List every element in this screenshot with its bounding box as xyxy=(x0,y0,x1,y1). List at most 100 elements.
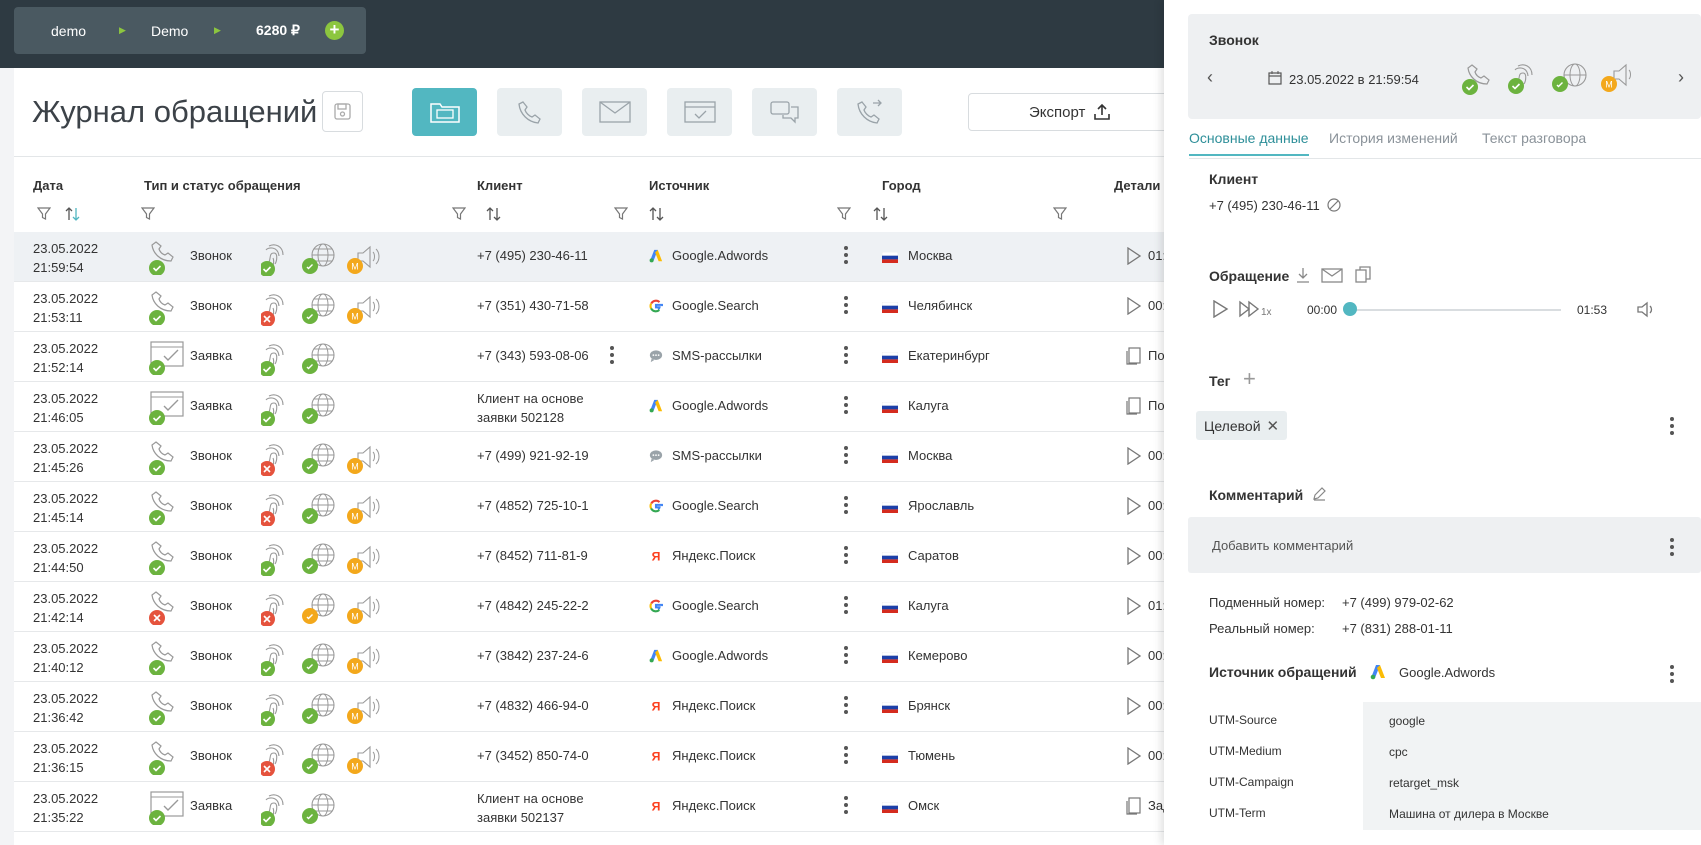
row-city: Калуга xyxy=(908,598,949,613)
play-icon[interactable] xyxy=(1211,300,1229,318)
prev-icon[interactable]: ‹ xyxy=(1207,67,1213,87)
filter-icon[interactable] xyxy=(37,207,51,221)
source-more-icon[interactable] xyxy=(844,596,848,617)
filter-icon[interactable] xyxy=(837,207,851,221)
tab-transcript[interactable]: Текст разговора xyxy=(1482,130,1587,146)
source-more-icon[interactable] xyxy=(844,246,848,267)
play-icon[interactable] xyxy=(1126,247,1142,265)
sort-icon[interactable] xyxy=(65,206,81,222)
play-icon[interactable] xyxy=(1126,447,1142,465)
source-more-icon[interactable] xyxy=(844,346,848,367)
table-row[interactable]: 23.05.2022 21:59:54 Звонок M +7 (495) 230… xyxy=(14,232,1173,282)
adwords-icon xyxy=(649,249,663,263)
play-icon[interactable] xyxy=(1126,497,1142,515)
panel-datetime: 23.05.2022 в 21:59:54 xyxy=(1289,72,1419,87)
play-icon[interactable] xyxy=(1126,647,1142,665)
document-icon[interactable] xyxy=(1126,347,1142,365)
sort-icon[interactable] xyxy=(649,206,665,222)
row-type: Звонок xyxy=(190,248,232,263)
table-row[interactable]: 23.05.2022 21:40:12 Звонок M +7 (3842) 23… xyxy=(14,632,1173,682)
mail-icon[interactable] xyxy=(1321,268,1343,283)
fingerprint-icon xyxy=(259,694,284,727)
more-icon[interactable] xyxy=(1670,417,1674,438)
tag-chip: Целевой ✕ xyxy=(1196,411,1288,440)
main-content xyxy=(14,68,1164,845)
close-icon[interactable]: ✕ xyxy=(1266,417,1280,435)
row-city: Екатеринбург xyxy=(908,348,990,363)
source-more-icon[interactable] xyxy=(844,396,848,417)
table-row[interactable]: 23.05.2022 21:45:26 Звонок M +7 (499) 921… xyxy=(14,432,1173,482)
sort-icon[interactable] xyxy=(873,206,889,222)
table-row[interactable]: 23.05.2022 21:45:14 Звонок M +7 (4852) 72… xyxy=(14,482,1173,532)
globe-icon xyxy=(302,343,335,374)
table-row[interactable]: 23.05.2022 21:36:42 Звонок M +7 (4832) 46… xyxy=(14,682,1173,732)
add-balance-button[interactable]: + xyxy=(325,21,344,40)
svg-text:M: M xyxy=(351,562,359,572)
table-row[interactable]: 23.05.2022 21:53:11 Звонок M +7 (351) 430… xyxy=(14,282,1173,332)
globe-icon xyxy=(1552,63,1587,92)
tab-history[interactable]: История изменений xyxy=(1329,130,1458,146)
filter-email-button[interactable] xyxy=(582,88,647,136)
document-icon[interactable] xyxy=(1126,797,1142,815)
filter-calls-button[interactable] xyxy=(497,88,562,136)
download-icon[interactable] xyxy=(1296,267,1310,283)
table-row[interactable]: 23.05.2022 21:46:05 Заявка Клиент на осно… xyxy=(14,382,1174,432)
play-icon[interactable] xyxy=(1126,697,1142,715)
tab-main[interactable]: Основные данные xyxy=(1189,130,1309,156)
play-icon[interactable] xyxy=(1126,597,1142,615)
add-tag-icon[interactable]: + xyxy=(1243,366,1256,391)
source-more-icon[interactable] xyxy=(844,496,848,517)
save-view-button[interactable] xyxy=(322,91,363,132)
table-row[interactable]: 23.05.2022 21:42:14 Звонок M +7 (4842) 24… xyxy=(14,582,1173,632)
globe-icon xyxy=(302,493,335,524)
sms-icon xyxy=(649,350,663,363)
document-icon[interactable] xyxy=(1126,397,1142,415)
fingerprint-icon xyxy=(259,244,284,277)
more-icon[interactable] xyxy=(1670,538,1674,559)
table-row[interactable]: 23.05.2022 21:44:50 Звонок M +7 (8452) 71… xyxy=(14,532,1173,582)
volume-icon[interactable] xyxy=(1637,301,1657,318)
filter-all-button[interactable] xyxy=(412,88,477,136)
row-date: 23.05.2022 21:42:14 xyxy=(33,591,99,625)
source-more-icon[interactable] xyxy=(844,696,848,717)
more-icon[interactable] xyxy=(1670,665,1674,686)
breadcrumb-account[interactable]: demo xyxy=(51,22,87,39)
client-more-icon[interactable] xyxy=(610,346,614,367)
filter-forms-button[interactable] xyxy=(667,88,732,136)
play-icon[interactable] xyxy=(1126,547,1142,565)
table-row[interactable]: 23.05.2022 21:36:15 Звонок M +7 (3452) 85… xyxy=(14,732,1173,782)
table-row[interactable]: 23.05.2022 21:35:22 Заявка Клиент на осно… xyxy=(14,782,1171,832)
play-icon[interactable] xyxy=(1126,747,1142,765)
block-icon[interactable] xyxy=(1327,198,1341,212)
filter-icon[interactable] xyxy=(614,207,628,221)
svg-text:M: M xyxy=(351,662,359,672)
filter-icon[interactable] xyxy=(452,207,466,221)
source-more-icon[interactable] xyxy=(844,446,848,467)
copy-icon[interactable] xyxy=(1355,266,1371,283)
speaker-icon: M xyxy=(347,595,380,624)
playback-speed[interactable]: 1x xyxy=(1261,307,1272,318)
filter-icon[interactable] xyxy=(141,207,155,221)
comment-input[interactable]: Добавить комментарий xyxy=(1188,517,1701,573)
table-row[interactable]: 23.05.2022 21:52:14 Заявка +7 (343) 593-0… xyxy=(14,332,1172,382)
source-more-icon[interactable] xyxy=(844,546,848,567)
edit-icon[interactable] xyxy=(1312,487,1326,501)
next-icon[interactable]: › xyxy=(1678,67,1684,87)
filter-callback-button[interactable] xyxy=(837,88,902,136)
source-more-icon[interactable] xyxy=(844,746,848,767)
export-button[interactable]: Экспорт xyxy=(968,93,1168,131)
play-icon[interactable] xyxy=(1126,297,1142,315)
audio-progress-track[interactable] xyxy=(1349,309,1561,311)
breadcrumb-project[interactable]: Demo xyxy=(151,22,189,39)
source-more-icon[interactable] xyxy=(844,296,848,317)
fast-forward-icon[interactable] xyxy=(1238,300,1260,318)
filter-icon[interactable] xyxy=(1053,207,1067,221)
sort-icon[interactable] xyxy=(486,206,502,222)
row-type: Звонок xyxy=(190,648,232,663)
audio-progress-knob[interactable] xyxy=(1343,302,1357,316)
utm-value: retarget_msk xyxy=(1389,776,1460,790)
source-more-icon[interactable] xyxy=(844,796,848,817)
request-label: Обращение xyxy=(1209,268,1290,284)
source-more-icon[interactable] xyxy=(844,646,848,667)
filter-chats-button[interactable] xyxy=(752,88,817,136)
